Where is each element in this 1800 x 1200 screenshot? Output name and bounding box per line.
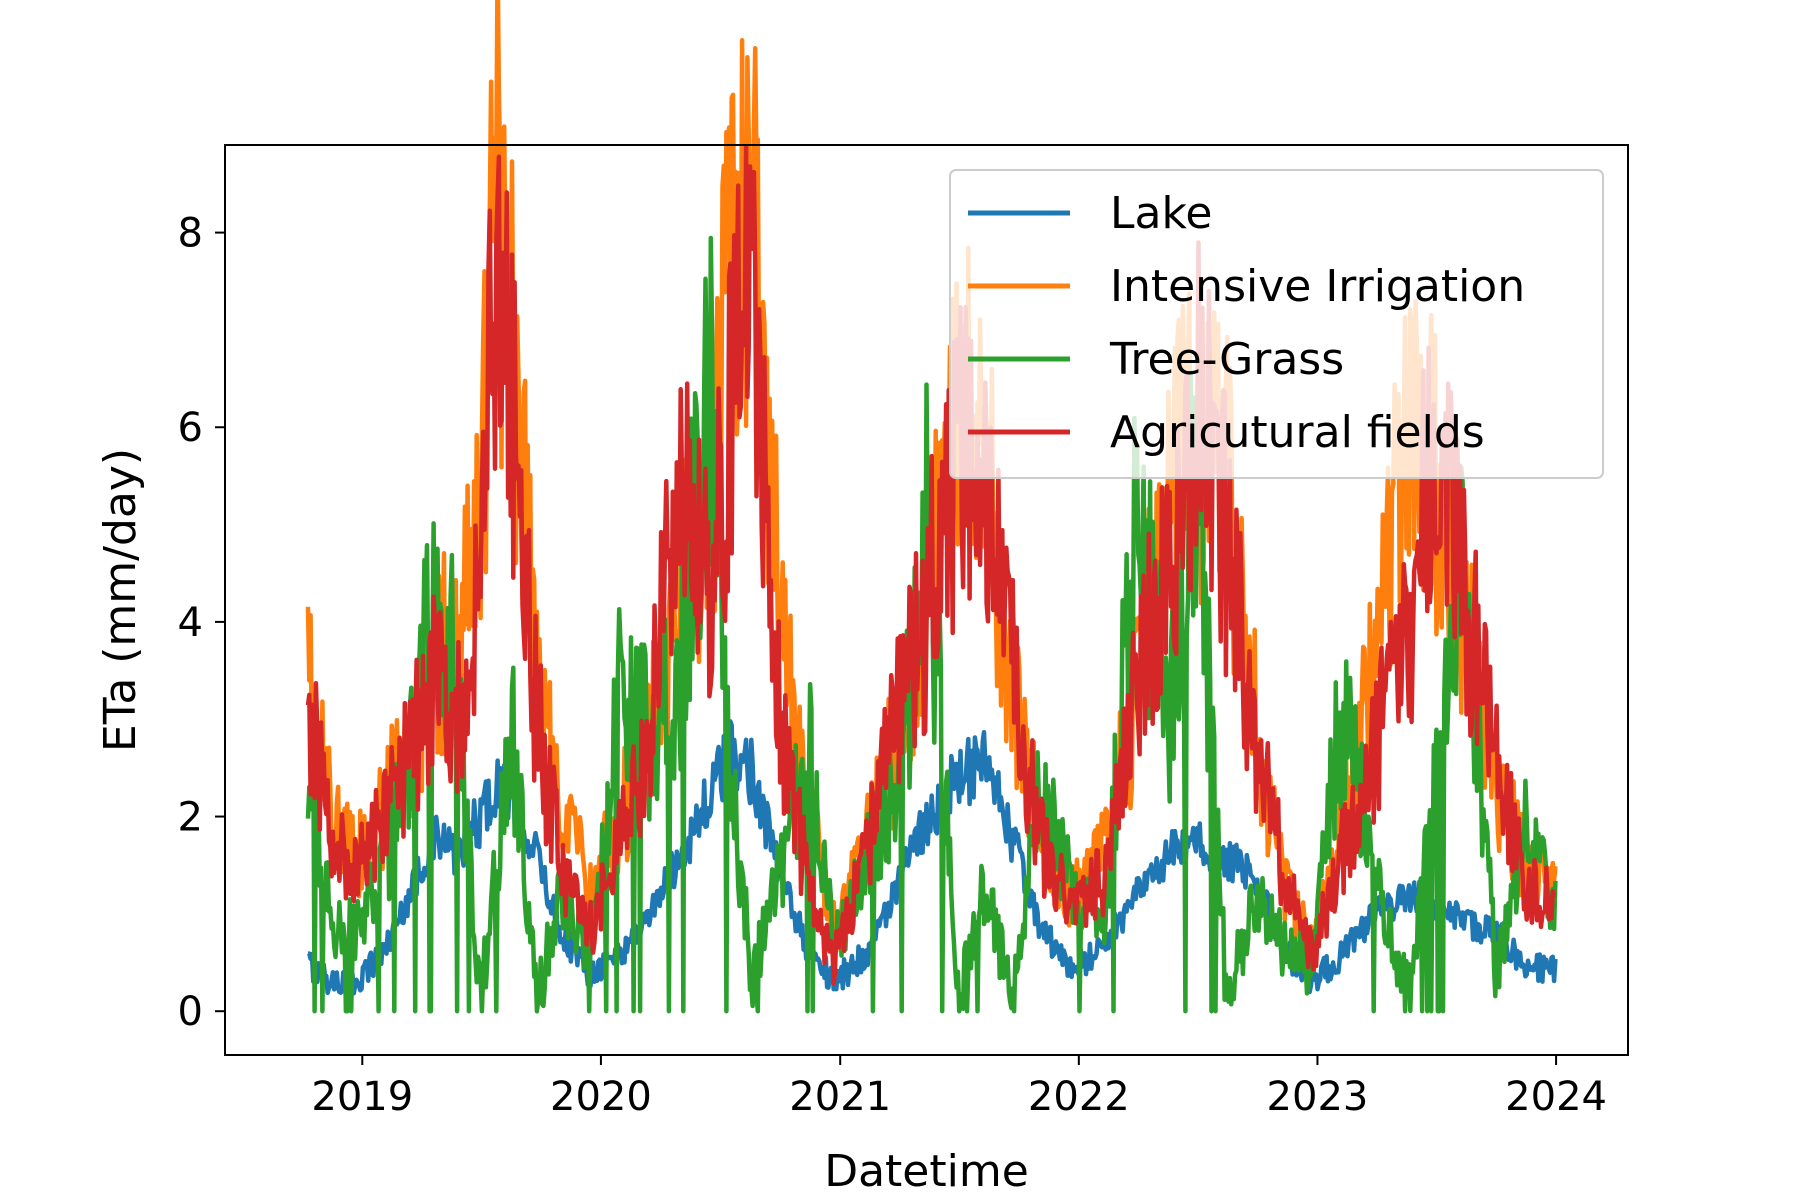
plot-area-frame [224, 144, 1629, 1056]
legend-entry: Agricutural fields [1110, 407, 1485, 458]
legend-entry: Lake [1110, 188, 1212, 239]
x-axis: 2019 2020 2021 2022 2023 2024 [311, 1055, 1607, 1120]
x-tick-label: 2019 [311, 1074, 413, 1120]
series-line-4 [305, 145, 1557, 986]
y-tick-label: 2 [178, 795, 203, 841]
x-tick-label: 2021 [789, 1074, 891, 1120]
legend: Lake Intensive Irrigation Tree-Grass Agricu… [949, 169, 1604, 479]
x-axis-label: Datetime [824, 1146, 1029, 1197]
legend-entry: Intensive Irrigation [1110, 261, 1525, 312]
y-tick-label: 8 [178, 211, 203, 257]
x-tick-label: 2020 [550, 1074, 652, 1120]
legend-box [949, 169, 1604, 479]
series-layer [305, 0, 1558, 1014]
x-tick-label: 2022 [1028, 1074, 1130, 1120]
legend-entry: Tree-Grass [1109, 334, 1344, 385]
y-axis-label: ETa (mm/day) [95, 448, 146, 752]
x-tick-label: 2023 [1267, 1074, 1369, 1120]
y-axis: 0 2 4 6 8 [178, 211, 225, 1035]
y-tick-label: 4 [178, 600, 203, 646]
y-tick-label: 6 [178, 405, 203, 451]
y-tick-label: 0 [178, 989, 203, 1035]
x-tick-label: 2024 [1505, 1074, 1607, 1120]
